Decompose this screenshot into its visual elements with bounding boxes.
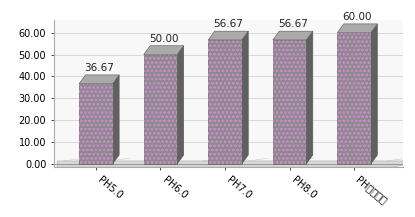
Polygon shape	[57, 161, 415, 167]
Polygon shape	[337, 24, 377, 33]
Text: 50.00: 50.00	[149, 34, 178, 44]
Bar	[208, 40, 242, 164]
Text: 60.00: 60.00	[343, 12, 372, 22]
Bar	[208, 40, 242, 164]
Bar	[144, 54, 177, 164]
Bar	[79, 84, 113, 164]
Polygon shape	[371, 24, 377, 164]
Polygon shape	[177, 46, 184, 164]
Polygon shape	[79, 75, 119, 84]
Polygon shape	[144, 46, 184, 54]
Text: 56.67: 56.67	[213, 20, 243, 30]
Polygon shape	[242, 31, 248, 164]
Polygon shape	[273, 31, 313, 40]
Polygon shape	[208, 31, 248, 40]
Bar	[79, 84, 113, 164]
Polygon shape	[113, 75, 119, 164]
Bar	[337, 33, 371, 164]
Text: 36.67: 36.67	[84, 63, 114, 73]
Text: 56.67: 56.67	[278, 20, 308, 30]
Polygon shape	[306, 31, 313, 164]
Bar	[337, 33, 371, 164]
Bar	[273, 40, 306, 164]
Bar	[144, 54, 177, 164]
Bar	[273, 40, 306, 164]
